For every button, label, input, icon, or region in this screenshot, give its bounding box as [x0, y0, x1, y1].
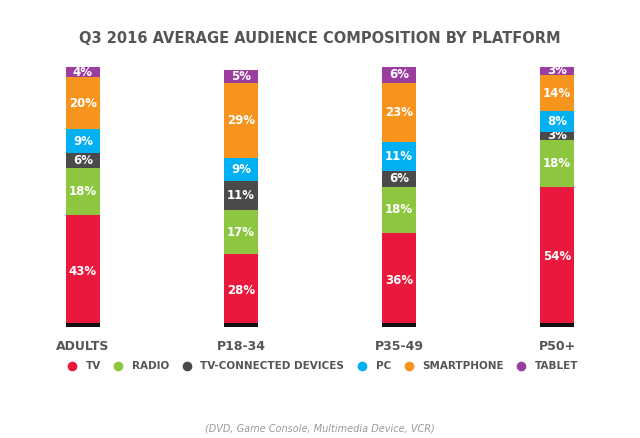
Bar	[381, 171, 417, 187]
Text: 18%: 18%	[543, 157, 571, 170]
Text: 8%: 8%	[547, 115, 567, 128]
Bar	[540, 132, 575, 140]
Text: 11%: 11%	[227, 189, 255, 202]
Bar	[381, 323, 417, 327]
Bar	[540, 140, 575, 187]
Text: 6%: 6%	[389, 172, 409, 185]
Bar	[381, 83, 417, 142]
Bar	[540, 111, 575, 132]
Bar	[223, 210, 259, 254]
Text: 29%: 29%	[227, 114, 255, 127]
Legend: TV, RADIO, TV-CONNECTED DEVICES, PC, SMARTPHONE, TABLET: TV, RADIO, TV-CONNECTED DEVICES, PC, SMA…	[60, 359, 580, 374]
Bar	[381, 67, 417, 83]
Text: 6%: 6%	[389, 68, 409, 81]
Bar	[540, 187, 575, 327]
Text: 14%: 14%	[543, 87, 571, 99]
Text: Q3 2016 AVERAGE AUDIENCE COMPOSITION BY PLATFORM: Q3 2016 AVERAGE AUDIENCE COMPOSITION BY …	[79, 31, 561, 46]
Text: 9%: 9%	[231, 163, 251, 176]
Bar	[65, 168, 100, 215]
Text: P35-49: P35-49	[374, 340, 424, 353]
Text: 17%: 17%	[227, 226, 255, 239]
Bar	[65, 215, 100, 327]
Bar	[223, 323, 259, 327]
Bar	[223, 254, 259, 327]
Text: 23%: 23%	[385, 106, 413, 119]
Bar	[223, 70, 259, 83]
Bar	[223, 181, 259, 210]
Text: 54%: 54%	[543, 250, 572, 263]
Bar	[65, 78, 100, 129]
Text: 11%: 11%	[385, 150, 413, 163]
Bar	[65, 129, 100, 153]
Text: P50+: P50+	[538, 340, 576, 353]
Bar	[540, 75, 575, 111]
Bar	[65, 153, 100, 168]
Text: (DVD, Game Console, Multimedia Device, VCR): (DVD, Game Console, Multimedia Device, V…	[205, 424, 435, 434]
Text: 3%: 3%	[547, 129, 567, 142]
Text: 4%: 4%	[73, 66, 93, 79]
Text: 18%: 18%	[385, 203, 413, 216]
Bar	[540, 67, 575, 75]
Text: ADULTS: ADULTS	[56, 340, 109, 353]
Bar	[381, 233, 417, 327]
Text: 6%: 6%	[73, 154, 93, 167]
Text: 9%: 9%	[73, 134, 93, 148]
Bar	[65, 67, 100, 78]
Text: 28%: 28%	[227, 284, 255, 297]
Bar	[223, 158, 259, 181]
Bar	[381, 142, 417, 171]
Text: 36%: 36%	[385, 274, 413, 286]
Text: 20%: 20%	[69, 97, 97, 110]
Bar	[65, 323, 100, 327]
Text: 3%: 3%	[547, 64, 567, 78]
Bar	[381, 187, 417, 233]
Text: P18-34: P18-34	[216, 340, 266, 353]
Text: 43%: 43%	[69, 265, 97, 278]
Text: 5%: 5%	[231, 70, 251, 83]
Text: 18%: 18%	[69, 185, 97, 198]
Bar	[223, 83, 259, 158]
Bar	[540, 323, 575, 327]
